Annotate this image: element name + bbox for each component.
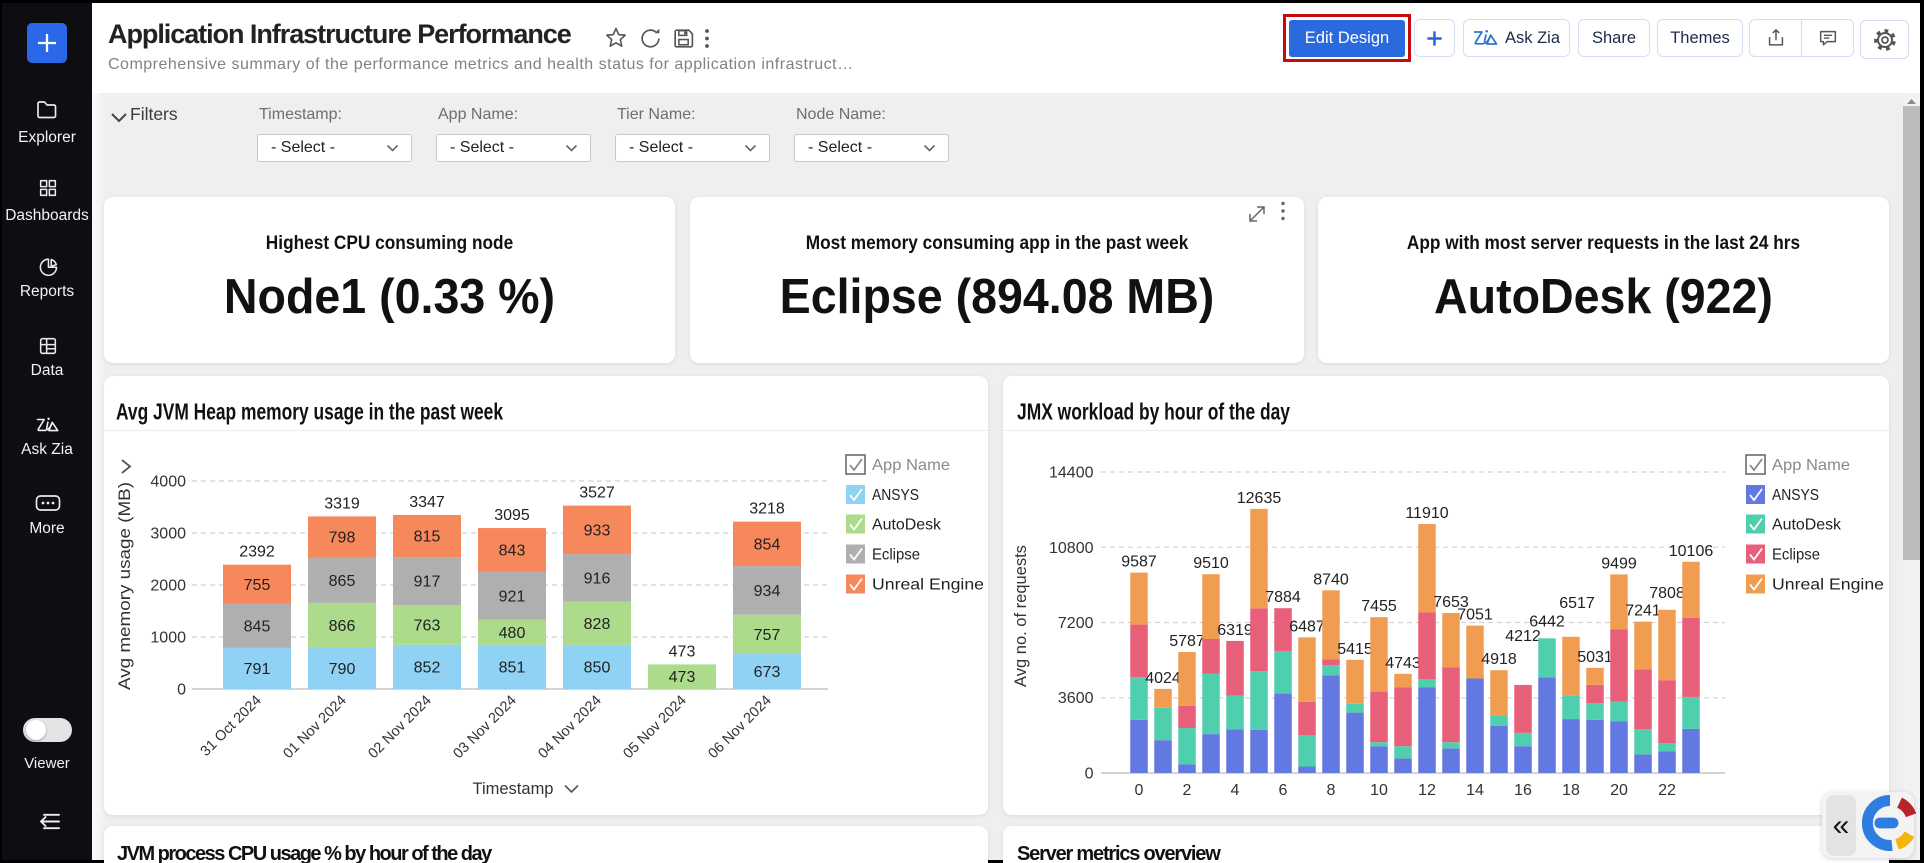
svg-text:03 Nov 2024: 03 Nov 2024 <box>450 693 519 762</box>
svg-text:4918: 4918 <box>1481 651 1517 668</box>
svg-text:843: 843 <box>499 543 526 560</box>
svg-text:850: 850 <box>584 659 611 676</box>
svg-text:8740: 8740 <box>1313 571 1349 588</box>
svg-text:5031: 5031 <box>1577 649 1613 666</box>
svg-text:11910: 11910 <box>1405 505 1448 522</box>
svg-text:Avg no. of requests: Avg no. of requests <box>1012 545 1030 687</box>
svg-text:3347: 3347 <box>409 494 445 511</box>
svg-text:5787: 5787 <box>1169 633 1205 650</box>
svg-text:06 Nov 2024: 06 Nov 2024 <box>705 693 774 762</box>
svg-text:3600: 3600 <box>1058 690 1094 707</box>
svg-text:5415: 5415 <box>1337 641 1373 658</box>
svg-text:916: 916 <box>584 570 611 587</box>
svg-text:2392: 2392 <box>239 544 275 561</box>
svg-text:2: 2 <box>1183 782 1192 799</box>
svg-text:10800: 10800 <box>1049 540 1094 557</box>
svg-text:0: 0 <box>1085 766 1094 783</box>
svg-text:8: 8 <box>1327 782 1336 799</box>
svg-text:App Name: App Name <box>1772 457 1850 474</box>
svg-text:0: 0 <box>1135 782 1144 799</box>
svg-text:3000: 3000 <box>150 526 186 543</box>
svg-text:7884: 7884 <box>1265 589 1301 606</box>
svg-text:480: 480 <box>499 625 526 642</box>
svg-text:815: 815 <box>414 529 441 546</box>
svg-text:22: 22 <box>1658 782 1676 799</box>
svg-text:Timestamp: Timestamp <box>473 780 554 798</box>
svg-text:Avg JVM Heap memory usage in t: Avg JVM Heap memory usage in the past we… <box>116 399 503 425</box>
svg-text:10: 10 <box>1370 782 1388 799</box>
svg-text:JMX workload by hour of the da: JMX workload by hour of the day <box>1017 399 1290 425</box>
svg-text:473: 473 <box>669 669 696 686</box>
svg-text:757: 757 <box>754 627 781 644</box>
svg-text:3319: 3319 <box>324 495 360 512</box>
svg-text:9510: 9510 <box>1193 555 1229 572</box>
svg-text:2000: 2000 <box>150 578 186 595</box>
svg-text:4212: 4212 <box>1505 628 1541 645</box>
svg-text:866: 866 <box>329 618 356 635</box>
svg-text:7455: 7455 <box>1361 598 1397 615</box>
svg-text:9587: 9587 <box>1121 554 1157 571</box>
svg-text:7808: 7808 <box>1649 585 1685 602</box>
svg-text:AutoDesk: AutoDesk <box>1772 517 1842 534</box>
svg-text:852: 852 <box>414 659 441 676</box>
svg-text:791: 791 <box>244 661 271 678</box>
svg-text:6442: 6442 <box>1529 613 1565 630</box>
svg-text:02 Nov 2024: 02 Nov 2024 <box>365 693 434 762</box>
svg-text:Eclipse: Eclipse <box>1772 547 1820 564</box>
svg-text:763: 763 <box>414 617 441 634</box>
svg-text:828: 828 <box>584 616 611 633</box>
svg-text:845: 845 <box>244 618 271 635</box>
svg-text:6319: 6319 <box>1217 622 1253 639</box>
svg-text:12635: 12635 <box>1237 490 1282 507</box>
svg-text:05 Nov 2024: 05 Nov 2024 <box>620 693 689 762</box>
svg-text:798: 798 <box>329 530 356 547</box>
svg-text:3527: 3527 <box>579 485 615 502</box>
svg-text:Unreal Engine: Unreal Engine <box>872 577 984 594</box>
svg-text:0: 0 <box>177 682 186 699</box>
svg-text:01 Nov 2024: 01 Nov 2024 <box>280 693 349 762</box>
svg-text:933: 933 <box>584 522 611 539</box>
svg-text:851: 851 <box>499 659 526 676</box>
svg-text:673: 673 <box>754 664 781 681</box>
svg-text:AutoDesk: AutoDesk <box>872 517 942 534</box>
svg-text:16: 16 <box>1514 782 1532 799</box>
svg-text:7653: 7653 <box>1433 594 1469 611</box>
svg-text:3218: 3218 <box>749 501 785 518</box>
svg-text:20: 20 <box>1610 782 1628 799</box>
svg-text:3095: 3095 <box>494 507 530 524</box>
svg-text:ANSYS: ANSYS <box>1772 487 1819 504</box>
svg-text:921: 921 <box>499 588 526 605</box>
svg-text:1000: 1000 <box>150 630 186 647</box>
svg-text:4743: 4743 <box>1385 655 1421 672</box>
svg-text:9499: 9499 <box>1601 555 1637 572</box>
svg-text:Avg memory usage (MB): Avg memory usage (MB) <box>116 482 134 690</box>
svg-text:App Name: App Name <box>872 457 950 474</box>
svg-text:934: 934 <box>754 583 781 600</box>
svg-text:4024: 4024 <box>1145 670 1181 687</box>
svg-text:865: 865 <box>329 573 356 590</box>
svg-text:ANSYS: ANSYS <box>872 487 919 504</box>
svg-text:4000: 4000 <box>150 474 186 491</box>
svg-text:Unreal Engine: Unreal Engine <box>1772 577 1884 594</box>
svg-text:12: 12 <box>1418 782 1436 799</box>
svg-text:790: 790 <box>329 661 356 678</box>
svg-text:755: 755 <box>244 577 271 594</box>
svg-text:6517: 6517 <box>1559 595 1595 612</box>
svg-text:04 Nov 2024: 04 Nov 2024 <box>535 693 604 762</box>
svg-text:917: 917 <box>414 574 441 591</box>
svg-text:473: 473 <box>669 643 696 660</box>
svg-text:4: 4 <box>1231 782 1240 799</box>
svg-text:18: 18 <box>1562 782 1580 799</box>
svg-text:14: 14 <box>1466 782 1484 799</box>
svg-text:6: 6 <box>1279 782 1288 799</box>
svg-text:7051: 7051 <box>1457 607 1493 624</box>
svg-text:10106: 10106 <box>1669 543 1714 560</box>
svg-text:7241: 7241 <box>1625 603 1661 620</box>
svg-text:6487: 6487 <box>1289 618 1325 635</box>
svg-text:31 Oct 2024: 31 Oct 2024 <box>198 693 265 760</box>
svg-text:14400: 14400 <box>1049 465 1094 482</box>
svg-text:Eclipse: Eclipse <box>872 547 920 564</box>
svg-text:7200: 7200 <box>1058 615 1094 632</box>
svg-text:854: 854 <box>754 536 781 553</box>
